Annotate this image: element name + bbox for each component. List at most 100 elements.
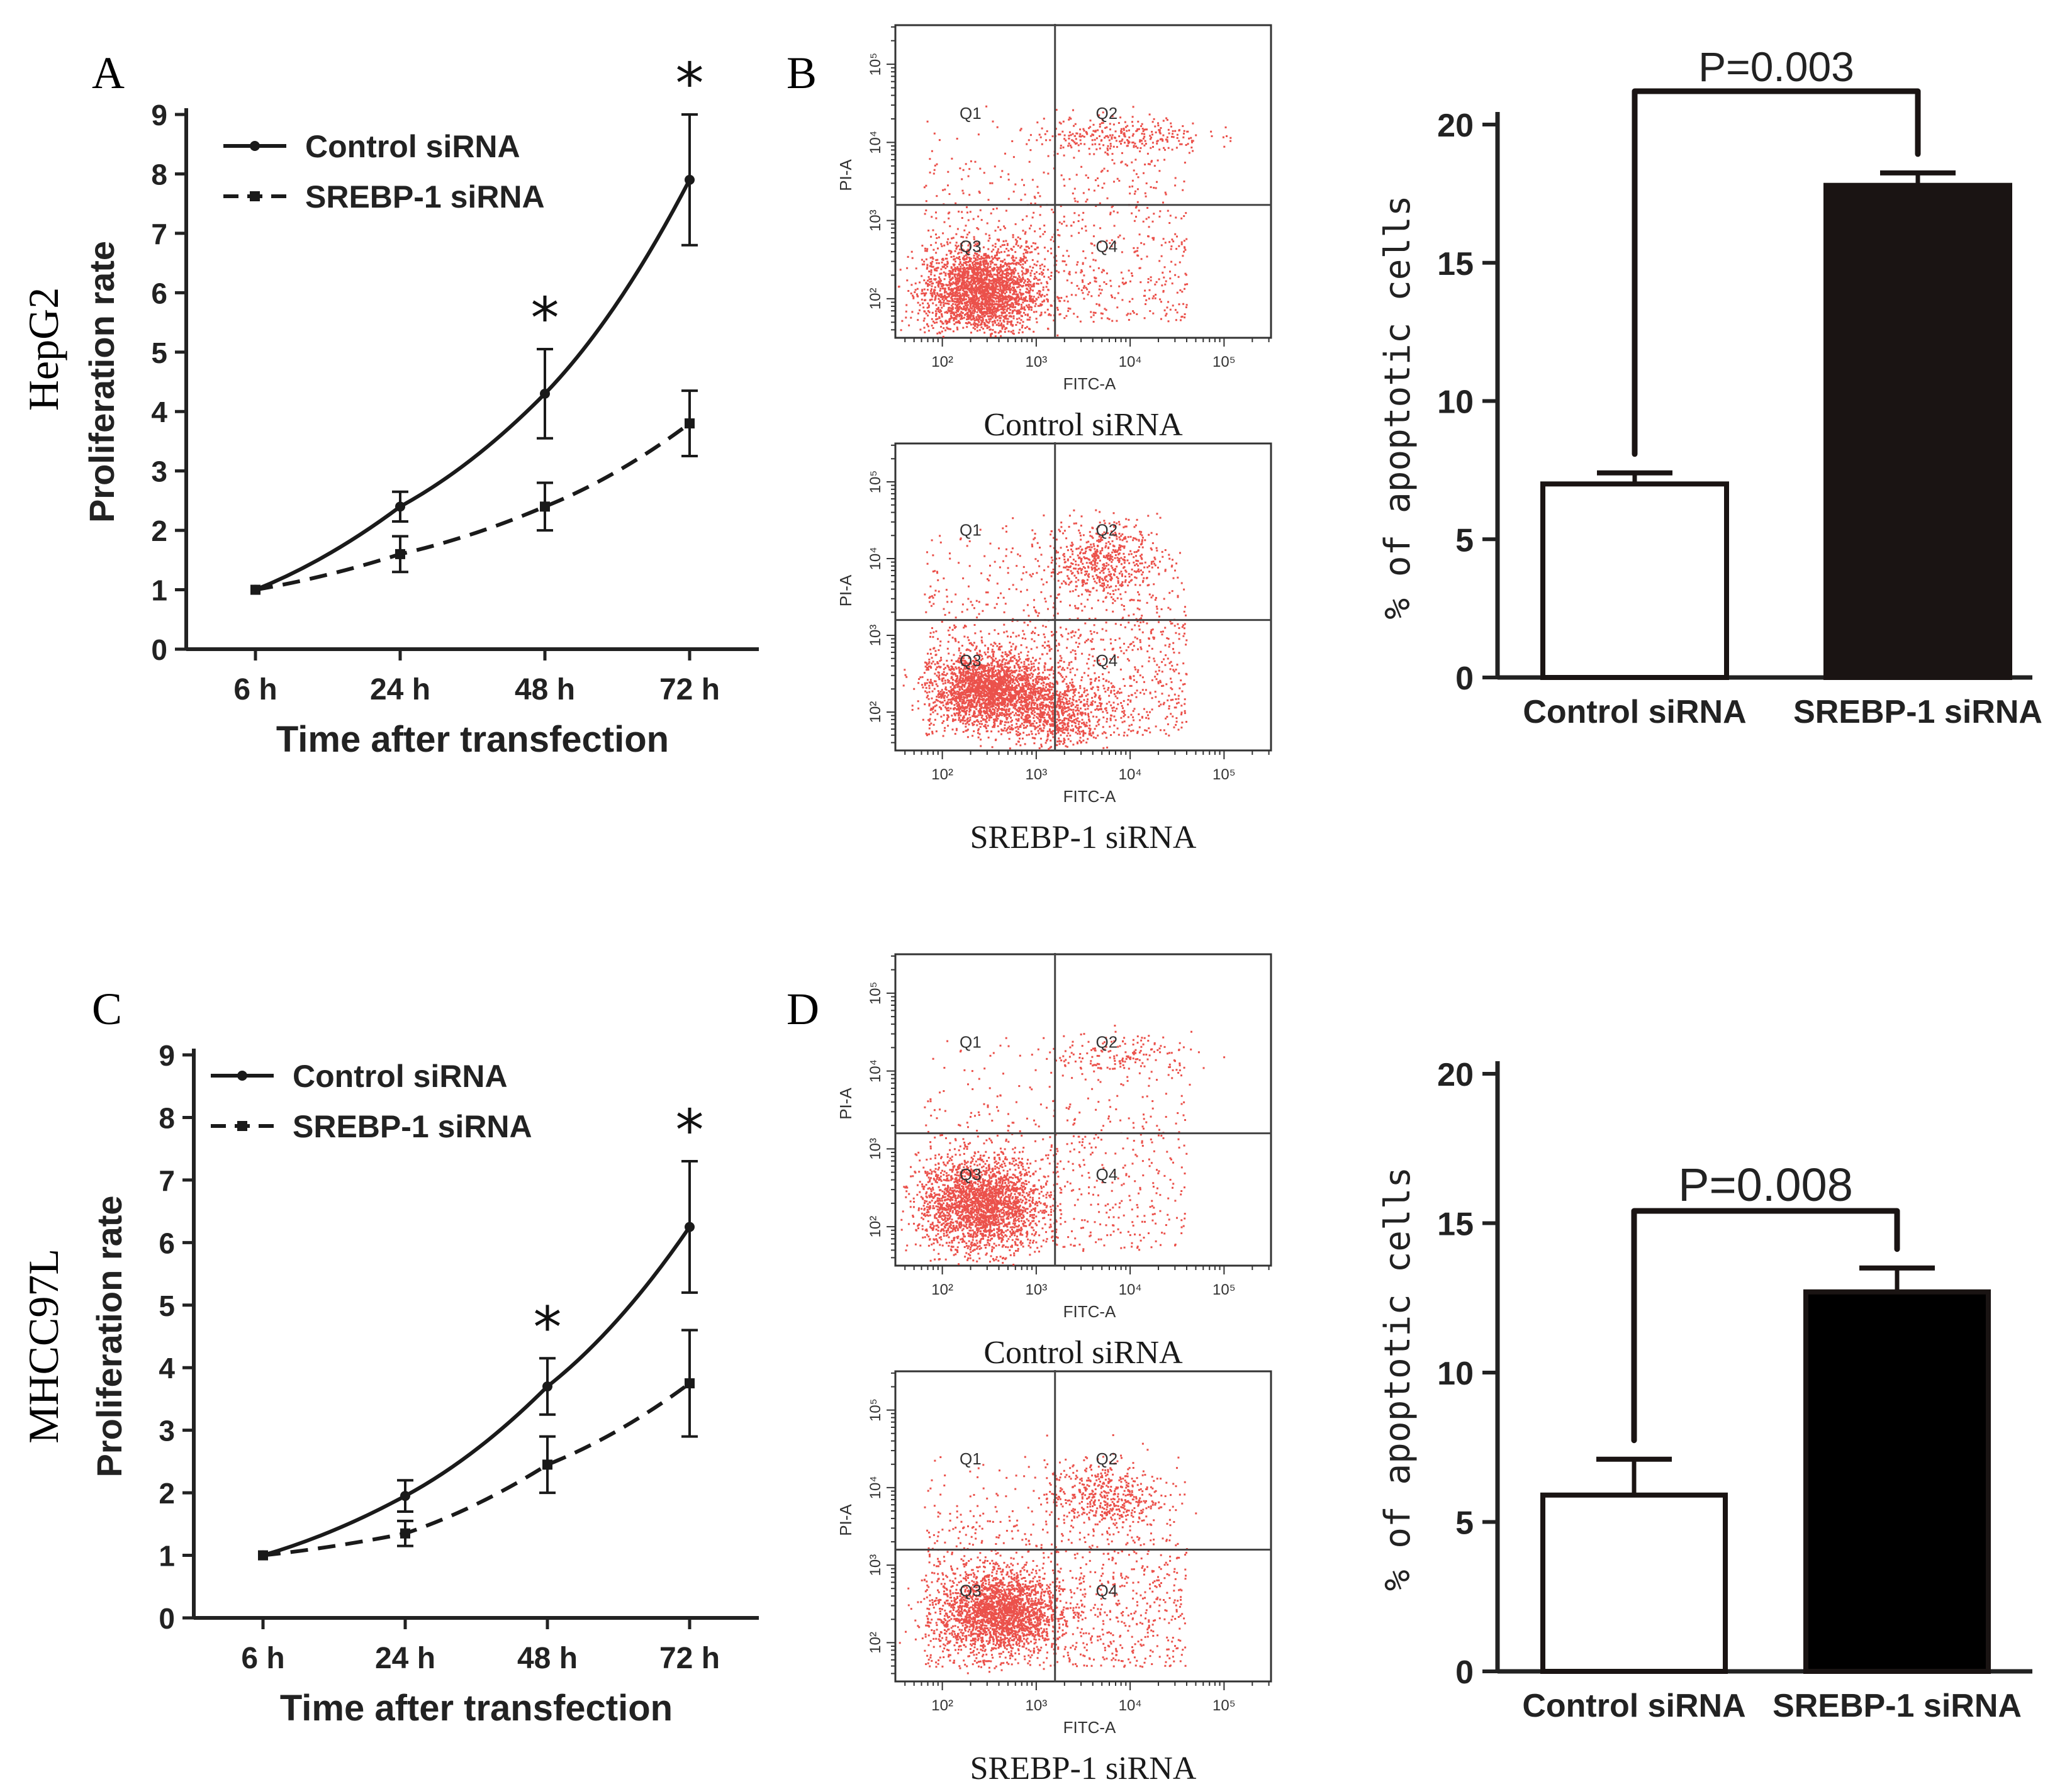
flow-caption: SREBP-1 siRNA [970, 820, 1197, 855]
y-axis-label: % of apoptotic cells [1377, 195, 1418, 619]
x-tick-label: 48 h [517, 1642, 578, 1675]
data-point [685, 418, 695, 429]
y-tick-label: 3 [151, 455, 167, 488]
row-label-mhcc97l: MHCC97L [20, 1249, 67, 1444]
flow-plot-d-control: Q1 Q2 Q3 Q4 10² 10³ 10⁴ 10⁵ 10² 10³ 10⁴ 10⁵ FITC-A PI… [836, 953, 1272, 1371]
x-tick-label: 10² [931, 1697, 953, 1714]
x-tick-label: 72 h [659, 1642, 720, 1675]
y-tick-label: 6 [151, 277, 167, 309]
y-tick-label: 8 [151, 158, 167, 191]
flow-plot-d-srebp1: Q1 Q2 Q3 Q4 10² 10³ 10⁴ 10⁵ 10² 10³ 10⁴ 10⁵ FITC-A PI… [836, 1370, 1272, 1786]
x-tick-label: 10⁵ [1212, 1697, 1236, 1714]
y-tick-label: 10² [867, 1216, 884, 1238]
quadrant-label-q2: Q2 [1095, 104, 1117, 123]
x-axis-label: Time after transfection [280, 1688, 673, 1729]
significance-star: * [676, 51, 704, 117]
x-tick-label: 6 h [233, 673, 277, 706]
legend-marker [250, 141, 260, 151]
y-tick-label: 10⁵ [867, 53, 884, 76]
y-tick-label: 10⁵ [867, 471, 884, 494]
series-line-0 [254, 179, 692, 592]
y-tick-label: 10² [867, 701, 884, 723]
y-tick-label: 10⁴ [867, 547, 884, 570]
quadrant-label-q1: Q1 [960, 1033, 982, 1052]
significance-bracket [1631, 1208, 1900, 1444]
y-tick-label: 10⁵ [867, 982, 884, 1005]
quadrant-label-q1: Q1 [960, 520, 982, 539]
quadrant-label-q3: Q3 [960, 651, 982, 670]
y-tick-label: 10⁴ [867, 1059, 884, 1083]
y-tick-label: 9 [151, 99, 167, 131]
x-axis-label: Time after transfection [276, 719, 669, 760]
quadrant-label-q4: Q4 [1095, 1165, 1117, 1184]
y-axis-label: PI-A [836, 1504, 855, 1536]
y-tick-label: 0 [1455, 660, 1474, 697]
y-tick-label: 20 [1437, 108, 1474, 144]
x-tick-label: 6 h [241, 1642, 284, 1675]
p-value-label: P=0.008 [1678, 1159, 1853, 1211]
series-line-1 [262, 1381, 691, 1558]
y-tick-label: 10³ [867, 625, 884, 647]
y-tick-label: 8 [159, 1101, 175, 1134]
quadrant-label-q1: Q1 [960, 1449, 982, 1468]
y-tick-label: 6 [159, 1227, 175, 1259]
y-tick-label: 5 [1455, 522, 1474, 559]
y-tick-label: 20 [1437, 1057, 1474, 1093]
row-label-hepg2: HepG2 [20, 287, 67, 411]
data-point [542, 1381, 552, 1392]
significance-star: * [676, 1098, 704, 1164]
quadrant-label-q3: Q3 [960, 237, 982, 255]
flow-caption: Control siRNA [983, 1335, 1183, 1371]
legend-label-0: Control siRNA [293, 1059, 508, 1094]
legend-label-1: SREBP-1 siRNA [293, 1109, 532, 1144]
x-tick-label: 10³ [1026, 766, 1048, 783]
y-tick-label: 2 [151, 515, 167, 547]
y-tick-label: 15 [1437, 1207, 1474, 1243]
x-axis-label: FITC-A [1063, 1302, 1116, 1321]
x-tick-label: 10⁴ [1119, 1281, 1142, 1298]
y-tick-label: 10 [1437, 1356, 1474, 1392]
y-tick-label: 10⁴ [867, 131, 884, 154]
plot-frame [894, 1370, 1272, 1683]
y-tick-label: 4 [159, 1352, 175, 1385]
y-axis-label: PI-A [836, 1088, 855, 1120]
quadrant-label-q4: Q4 [1095, 237, 1117, 255]
line-chart-a: 0 1 2 3 4 5 6 7 8 9 6 h 24 h 48 h 72 h Time after tran… [82, 51, 759, 760]
quadrant-label-q2: Q2 [1095, 520, 1117, 539]
x-tick-label: 10³ [1026, 1281, 1048, 1298]
legend-marker [237, 1071, 247, 1081]
y-axis-label: PI-A [836, 574, 855, 606]
quadrant-label-q3: Q3 [960, 1581, 982, 1600]
x-tick-label: 24 h [370, 673, 430, 706]
x-tick-label-0: Control siRNA [1523, 694, 1746, 730]
y-axis-label: Proliferation rate [82, 241, 121, 523]
quadrant-label-q4: Q4 [1095, 651, 1117, 670]
panel-label-d: D [787, 984, 819, 1034]
x-axis-label: FITC-A [1063, 374, 1116, 393]
y-tick-label: 4 [151, 396, 167, 428]
x-tick-label: 10⁵ [1212, 354, 1236, 371]
x-tick-label-1: SREBP-1 siRNA [1793, 694, 2042, 730]
x-axis-label: FITC-A [1063, 787, 1116, 806]
panel-label-c: C [92, 984, 122, 1034]
bar-0 [1540, 1492, 1728, 1674]
x-tick-label: 10⁴ [1119, 354, 1142, 371]
y-tick-label: 0 [1455, 1654, 1474, 1691]
y-tick-label: 15 [1437, 246, 1474, 282]
data-point [258, 1550, 268, 1561]
quadrant-label-q4: Q4 [1095, 1581, 1117, 1600]
y-axis-label: Proliferation rate [89, 1195, 129, 1477]
y-tick-label: 10⁴ [867, 1476, 884, 1499]
y-tick-label: 5 [151, 337, 167, 369]
y-axis-label: PI-A [836, 159, 855, 191]
event-dots [899, 1434, 1197, 1675]
bar-1 [1823, 182, 2012, 680]
flow-plot-b-srebp1: Q1 Q2 Q3 Q4 10² 10³ 10⁴ 10⁵ 10² 10³ 10⁴ 10⁵ FITC-A PI… [836, 442, 1272, 855]
flow-caption: SREBP-1 siRNA [970, 1751, 1197, 1786]
y-tick-label: 7 [159, 1164, 175, 1197]
y-tick-label: 0 [159, 1602, 175, 1635]
x-tick-label: 72 h [659, 673, 720, 706]
y-tick-label: 0 [151, 633, 167, 666]
x-axis-label: FITC-A [1063, 1718, 1116, 1737]
